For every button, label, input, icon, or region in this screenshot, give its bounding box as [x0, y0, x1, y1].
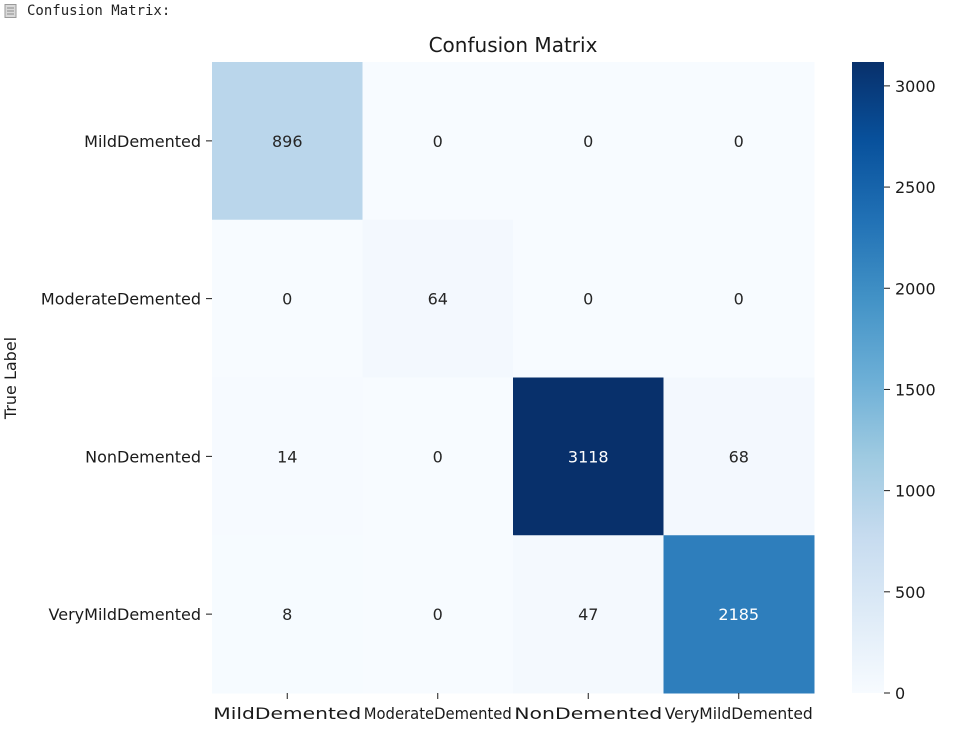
heatmap-cell [513, 62, 664, 221]
heatmap-cell [513, 535, 664, 694]
cell-value-label: 0 [433, 447, 443, 466]
console-output-line: Confusion Matrix: [4, 2, 170, 20]
y-axis-label: True Label [1, 337, 20, 420]
cell-value-label: 47 [578, 605, 598, 624]
document-icon [4, 4, 17, 18]
console-text: Confusion Matrix: [27, 3, 171, 19]
cell-value-label: 0 [433, 132, 443, 151]
cell-value-label: 64 [428, 290, 448, 309]
cell-value-label: 0 [734, 132, 744, 151]
heatmap-cell [362, 535, 514, 694]
x-tick-label: ModerateDemented [364, 704, 512, 723]
axis-ticks: MildDementedModerateDementedNonDementedV… [41, 132, 813, 723]
colorbar-tick-label: 3000 [895, 77, 936, 96]
y-tick-label: ModerateDemented [41, 290, 201, 309]
x-tick-label: MildDemented [213, 704, 361, 723]
heatmap-cell [663, 62, 815, 221]
heatmap-cell [513, 377, 664, 536]
cell-value-label: 2185 [718, 605, 759, 624]
cell-value-label: 0 [433, 605, 443, 624]
cell-value-label: 8 [282, 605, 292, 624]
heatmap-cell [513, 219, 664, 378]
y-tick-label: MildDemented [84, 132, 201, 151]
cell-value-label: 0 [583, 132, 593, 151]
x-tick-label: VeryMildDemented [665, 704, 813, 723]
heatmap-cell [362, 377, 514, 536]
colorbar-tick-label: 2500 [895, 178, 936, 197]
heatmap-cell [663, 377, 815, 536]
colorbar-gradient [852, 62, 884, 693]
colorbar-tick-label: 0 [895, 684, 905, 703]
colorbar-tick-label: 1000 [895, 482, 936, 501]
chart-title: Confusion Matrix [429, 33, 598, 57]
heatmap-cell [212, 219, 363, 378]
colorbar: 0 500 1000 1500 2000 2500 3000 [852, 62, 936, 703]
cell-value-label: 0 [583, 290, 593, 309]
cell-value-label: 14 [277, 447, 297, 466]
heatmap-cells: 896 0 0 0 0 64 0 0 14 0 3118 68 8 0 47 2185 [212, 62, 815, 694]
cell-value-label: 0 [734, 290, 744, 309]
colorbar-tick-label: 500 [895, 583, 926, 602]
colorbar-tick-label: 2000 [895, 279, 936, 298]
y-tick-label: NonDemented [85, 447, 201, 466]
cell-value-label: 0 [282, 290, 292, 309]
heatmap-cell [212, 535, 363, 694]
cell-value-label: 896 [272, 132, 303, 151]
colorbar-tick-label: 1500 [895, 380, 936, 399]
cell-value-label: 68 [729, 447, 749, 466]
heatmap-cell [212, 377, 363, 536]
heatmap-cell [362, 62, 514, 221]
heatmap-cell [212, 62, 363, 221]
heatmap-cell [663, 219, 815, 378]
x-tick-label: NonDemented [514, 704, 662, 723]
y-tick-label: VeryMildDemented [49, 605, 201, 624]
cell-value-label: 3118 [568, 447, 609, 466]
heatmap-cell [663, 535, 815, 694]
heatmap-cell [362, 219, 514, 378]
